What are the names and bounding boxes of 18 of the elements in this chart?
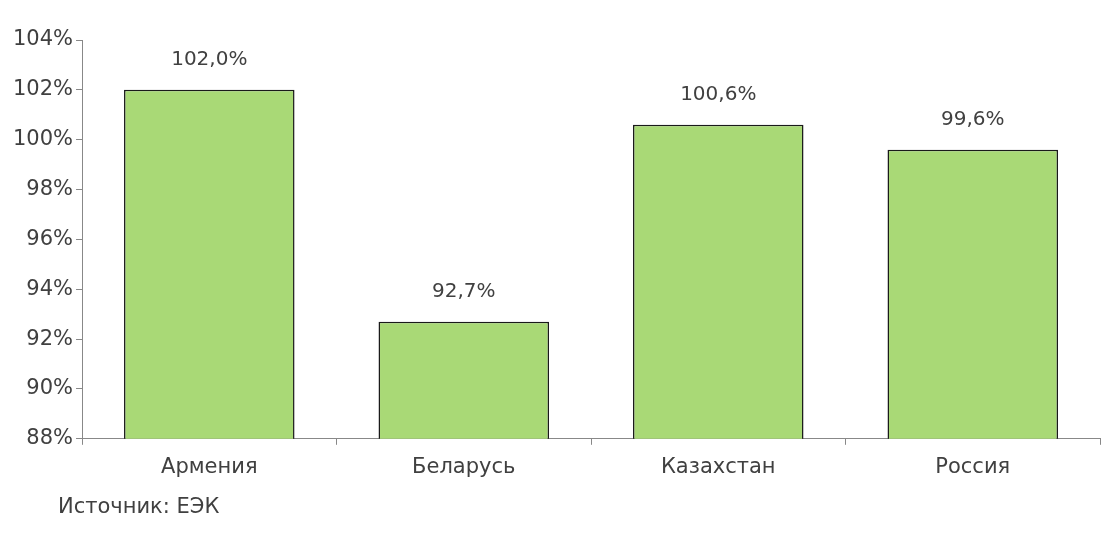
x-tick-label: Казахстан xyxy=(660,453,776,478)
text: Источник: ЕЭК xyxy=(58,494,220,518)
data-label: 92,7% xyxy=(432,277,496,302)
y-tick-label: 90% xyxy=(26,375,74,400)
y-tick-label: 96% xyxy=(26,225,74,250)
data-label: 102,0% xyxy=(171,46,248,71)
y-tick-label: 100% xyxy=(12,126,74,151)
x-tick-label: Армения xyxy=(161,453,258,478)
y-tick-label: 88% xyxy=(26,425,74,450)
x-tick-label: Беларусь xyxy=(412,453,516,478)
y-tick-label: 94% xyxy=(26,275,74,300)
y-tick-label: 102% xyxy=(12,76,74,101)
y-tick-label: 92% xyxy=(26,325,74,350)
data-label: 99,6% xyxy=(940,105,1005,130)
data-label: 100,6% xyxy=(680,80,757,105)
x-tick-label: Россия xyxy=(935,453,1011,478)
y-tick-label: 104% xyxy=(12,26,74,51)
y-tick-label: 98% xyxy=(26,176,74,200)
